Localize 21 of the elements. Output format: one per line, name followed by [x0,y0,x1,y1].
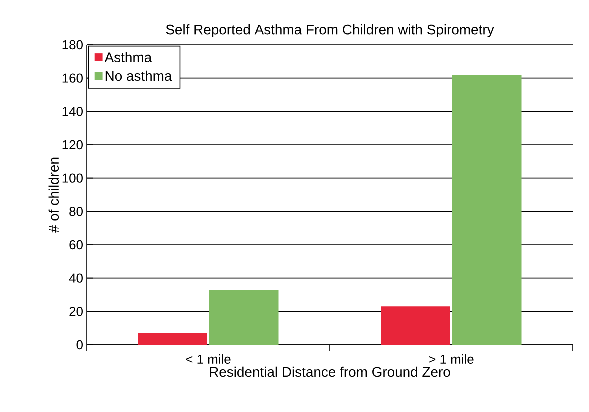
y-tick-label: 40 [69,274,83,283]
bar [138,333,208,345]
y-tick-label: 180 [62,40,83,50]
legend-label: Asthma [104,52,152,63]
chart-title: Self Reported Asthma From Children with Spirometry [166,24,494,38]
x-tick-label: < 1 mile [186,354,231,364]
y-tick-label: 20 [70,307,83,316]
y-tick-label: 120 [62,140,83,150]
x-tick-label: > 1 mile [429,354,474,364]
y-tick-label: 140 [62,107,83,116]
bar [209,290,279,345]
y-tick-label: 100 [62,174,83,183]
y-tick-label: 60 [70,240,83,250]
x-axis-title: Residential Distance from Ground Zero [210,366,450,378]
y-tick-label: 80 [70,207,83,216]
y-tick-label: 0 [76,340,83,350]
bar [381,306,451,345]
bar [452,74,522,345]
y-tick-label: 160 [62,74,83,83]
y-axis-title: # of children [48,158,60,233]
legend-label: No asthma [106,70,172,82]
